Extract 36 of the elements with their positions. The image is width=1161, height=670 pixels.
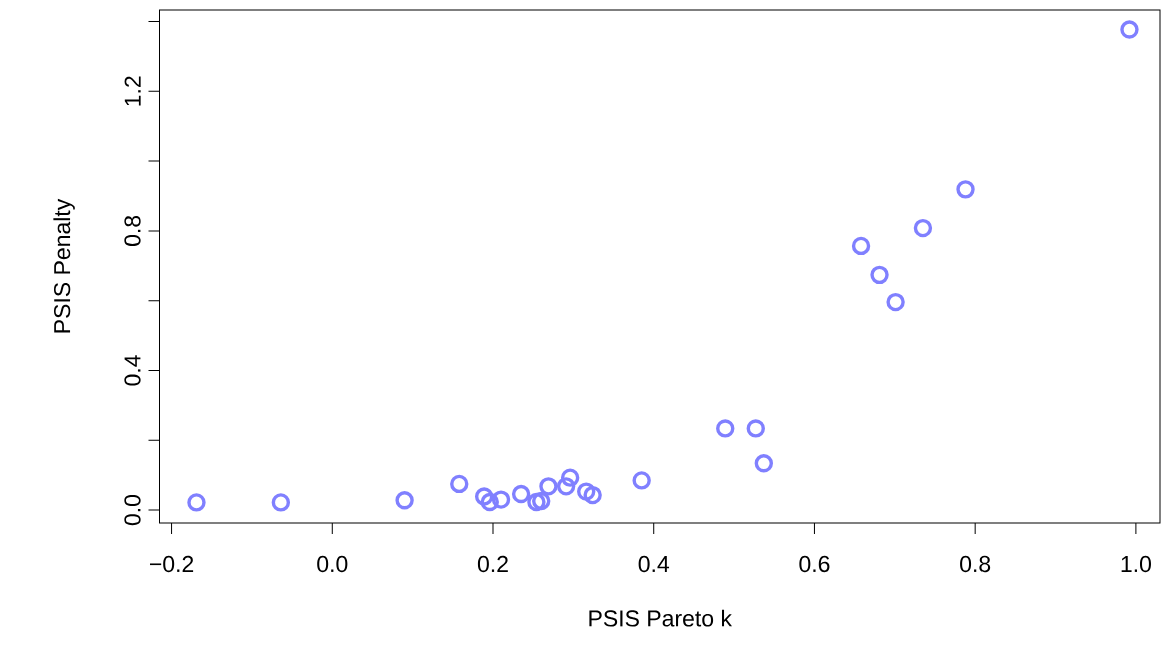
y-axis-title: PSIS Penalty [53, 198, 75, 333]
point [556, 477, 576, 496]
point [271, 493, 291, 512]
point [851, 236, 871, 256]
point [746, 419, 765, 438]
y-tick-label: 0.8 [124, 215, 141, 246]
point [956, 180, 975, 199]
x-tick-label: −0.2 [149, 555, 194, 573]
point [754, 454, 774, 473]
point [511, 484, 531, 504]
x-tick-label: 0.0 [317, 555, 348, 573]
x-tick-label: 1.0 [1121, 555, 1151, 573]
point [450, 474, 469, 494]
point [560, 468, 580, 487]
point [913, 218, 933, 238]
point [716, 419, 735, 438]
y-tick-label: 0.0 [124, 494, 141, 526]
point [1120, 20, 1139, 39]
point [886, 292, 905, 312]
x-tick-label: 0.6 [799, 555, 830, 573]
point [583, 485, 602, 505]
point [187, 493, 206, 512]
point [539, 477, 558, 496]
x-axis-title: PSIS Pareto k [589, 609, 732, 627]
point [491, 490, 511, 509]
point [632, 471, 651, 490]
point [480, 492, 499, 512]
point [395, 491, 414, 510]
x-tick-label: 0.8 [960, 555, 991, 573]
point [474, 487, 494, 506]
y-tick-label: 0.4 [124, 355, 141, 386]
x-tick-label: 0.4 [638, 555, 670, 573]
y-tick-label: 1.2 [124, 76, 141, 106]
point [577, 482, 596, 501]
point [870, 265, 889, 285]
x-tick-label: 0.2 [477, 555, 508, 573]
